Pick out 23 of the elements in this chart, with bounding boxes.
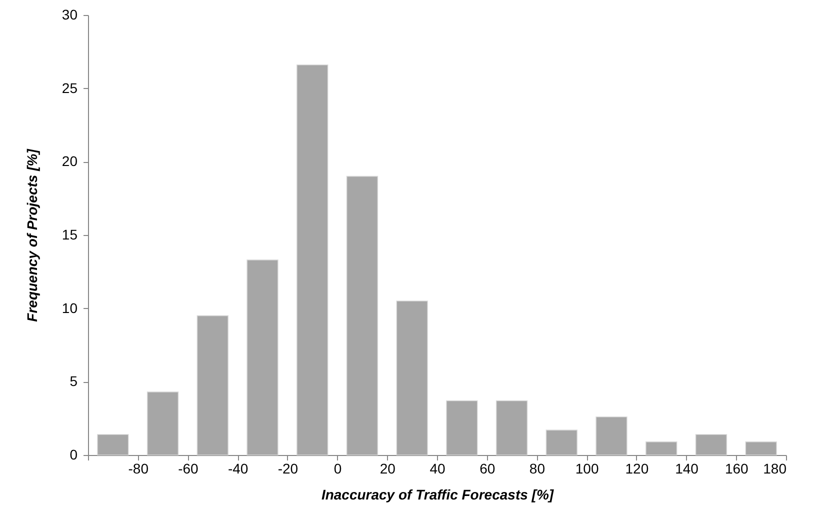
- x-tick-label: -40: [228, 460, 248, 476]
- y-tick-label: 25: [62, 80, 78, 96]
- y-tick-label: 15: [62, 226, 78, 242]
- x-tick-label: 140: [675, 460, 699, 476]
- y-tick-label: 10: [62, 300, 78, 316]
- x-tick-label: 100: [575, 460, 599, 476]
- x-tick-label: 20: [380, 460, 396, 476]
- y-tick-label: 5: [70, 373, 78, 390]
- y-tick-label: 0: [70, 446, 78, 462]
- x-tick-label: 120: [625, 460, 649, 476]
- x-tick-label: 60: [480, 460, 496, 476]
- y-tick-label: 20: [62, 153, 78, 170]
- x-tick-label: -80: [128, 460, 149, 476]
- x-tick-label: -20: [278, 460, 298, 476]
- y-axis-title: Frequency of Projects [%]: [24, 148, 40, 322]
- x-tick-label: 80: [529, 460, 546, 476]
- x-tick-label: 160: [724, 460, 749, 476]
- x-tick-label: 0: [334, 460, 342, 476]
- x-tick-label: 40: [430, 460, 446, 476]
- x-tick-label: -60: [178, 460, 199, 476]
- y-tick-label: 30: [62, 6, 78, 22]
- x-axis-title: Inaccuracy of Traffic Forecasts [%]: [321, 486, 555, 502]
- x-tick-label: 180: [763, 460, 787, 476]
